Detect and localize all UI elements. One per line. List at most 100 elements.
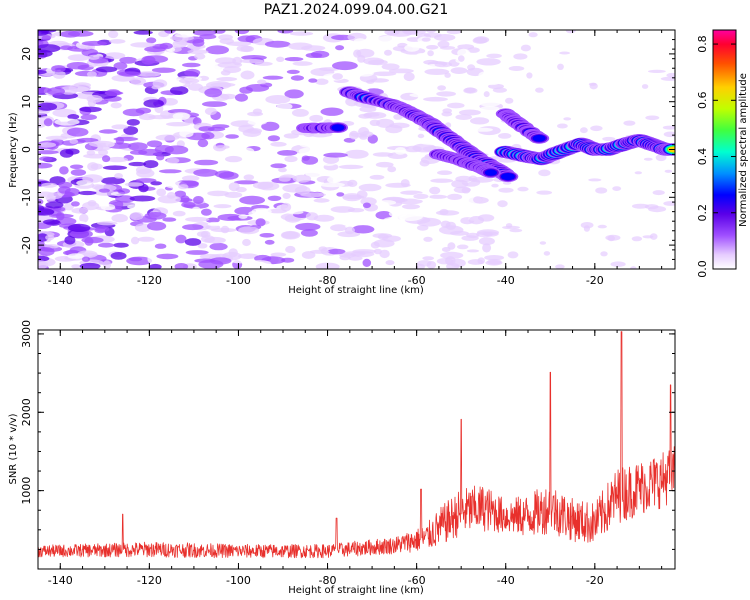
- noise-blob: [483, 79, 500, 86]
- noise-blob: [136, 71, 161, 77]
- noise-blob: [415, 263, 425, 269]
- x-tick-label: -140: [48, 574, 73, 587]
- noise-blob: [264, 239, 275, 245]
- noise-blob: [192, 39, 205, 47]
- noise-blob: [509, 228, 523, 233]
- noise-blob: [662, 125, 675, 130]
- noise-blob: [82, 256, 90, 262]
- x-tick-label: -80: [319, 274, 337, 287]
- noise-blob: [284, 57, 304, 62]
- colorbar-tick-label: 0.6: [696, 92, 709, 110]
- noise-blob: [102, 165, 128, 170]
- noise-blob: [144, 212, 167, 220]
- noise-blob: [384, 49, 392, 56]
- noise-blob: [398, 212, 423, 221]
- noise-blob: [67, 54, 90, 61]
- noise-blob: [300, 229, 318, 237]
- noise-blob: [38, 247, 55, 256]
- noise-blob: [162, 217, 177, 222]
- noise-blob: [261, 108, 280, 117]
- noise-blob: [194, 258, 216, 263]
- noise-blob: [174, 263, 189, 269]
- noise-blob: [86, 150, 96, 156]
- snr-y-axis-label: SNR (10 * v/v): [8, 413, 19, 484]
- noise-blob: [267, 195, 282, 201]
- noise-blob: [376, 118, 395, 128]
- noise-blob: [467, 64, 476, 71]
- noise-blob: [478, 237, 495, 246]
- noise-blob: [466, 249, 480, 253]
- noise-blob: [336, 192, 345, 197]
- noise-blob: [291, 108, 309, 117]
- noise-blob: [580, 127, 588, 134]
- noise-blob: [423, 96, 448, 102]
- noise-blob: [384, 191, 400, 196]
- noise-blob: [327, 248, 346, 255]
- noise-blob: [559, 51, 571, 55]
- noise-blob: [505, 223, 513, 228]
- x-tick-label: -100: [226, 274, 251, 287]
- noise-blob: [597, 224, 607, 229]
- noise-blob: [147, 254, 157, 264]
- noise-blob: [262, 75, 284, 80]
- noise-blob: [427, 50, 434, 57]
- noise-blob: [430, 178, 454, 183]
- noise-blob: [292, 61, 313, 66]
- noise-blob: [289, 31, 314, 36]
- noise-blob: [235, 186, 247, 193]
- noise-blob: [38, 191, 55, 198]
- snr-x-ticks: -140 -120 -100 -80 -60 -40 -20: [37, 330, 663, 587]
- noise-blob: [225, 155, 243, 163]
- noise-blob: [137, 236, 155, 242]
- noise-blob: [382, 216, 405, 225]
- noise-blob: [38, 150, 59, 155]
- noise-blob: [401, 251, 423, 257]
- noise-blob: [143, 160, 159, 169]
- noise-blob: [281, 231, 299, 239]
- noise-blob: [54, 217, 77, 225]
- noise-blob: [379, 249, 390, 259]
- noise-blob: [276, 103, 293, 110]
- x-tick-label: -40: [497, 574, 515, 587]
- noise-blob: [134, 223, 151, 232]
- noise-blob: [426, 30, 436, 34]
- noise-blob: [632, 203, 649, 209]
- noise-blob: [197, 139, 209, 148]
- y-tick-label: 10: [20, 95, 33, 109]
- noise-blob: [243, 174, 255, 181]
- noise-blob: [172, 112, 190, 121]
- noise-blob: [141, 55, 156, 65]
- noise-blob: [103, 52, 126, 60]
- noise-blob: [82, 174, 103, 183]
- noise-blob: [344, 226, 355, 235]
- noise-blob: [309, 249, 330, 254]
- noise-blob: [108, 30, 119, 39]
- noise-blob: [259, 233, 275, 238]
- noise-blob: [276, 56, 285, 62]
- noise-blob: [330, 206, 355, 213]
- ridge-cell: [532, 134, 546, 142]
- noise-blob: [282, 192, 291, 199]
- noise-blob: [191, 206, 201, 214]
- noise-blob: [58, 186, 71, 194]
- noise-blob: [557, 123, 568, 129]
- noise-blob: [240, 45, 254, 53]
- noise-blob: [209, 242, 228, 251]
- colorbar-ticks: 0.0 0.2 0.4 0.6 0.8: [696, 35, 736, 278]
- noise-blob: [164, 30, 176, 34]
- y-tick-label: -10: [20, 188, 33, 206]
- noise-blob: [213, 204, 232, 209]
- noise-blob: [130, 77, 147, 86]
- noise-blob: [38, 102, 58, 111]
- noise-blob: [270, 163, 287, 169]
- noise-blob: [355, 70, 374, 77]
- noise-blob: [557, 63, 564, 70]
- y-tick-label: 0: [20, 146, 33, 153]
- noise-blob: [555, 264, 565, 269]
- noise-blob: [178, 184, 189, 190]
- noise-blob: [193, 196, 204, 204]
- noise-blob: [126, 119, 140, 126]
- snr-y-ticks: 1000 2000 3000: [20, 320, 675, 550]
- noise-blob: [224, 191, 243, 198]
